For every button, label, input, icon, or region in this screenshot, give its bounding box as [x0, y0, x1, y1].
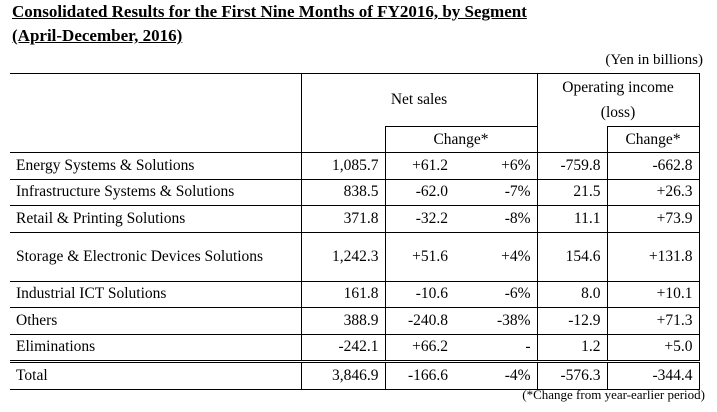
- segment-results-table: Net sales Operating income (loss) Change…: [10, 73, 700, 390]
- net-sales-cell: 388.9: [300, 307, 385, 334]
- op-income-cell: -12.9: [536, 307, 608, 334]
- net-sales-change-cell: -62.0: [384, 178, 454, 206]
- operating-income-header: Operating income (loss): [536, 73, 700, 127]
- op-income-cell: 11.1: [536, 205, 608, 232]
- table-row: Eliminations -242.1 +66.2-1.2 +5.0: [10, 333, 700, 362]
- net-sales-change-pct-cell: +4%: [454, 231, 538, 281]
- segment-header-cell: [10, 73, 301, 153]
- op-income-change-cell: +26.3: [606, 178, 700, 206]
- net-sales-cell: 1,085.7: [300, 152, 385, 179]
- op-income-change-cell: +73.9: [606, 205, 700, 232]
- net-sales-change-pct-cell: -7%: [454, 178, 538, 206]
- net-sales-change-pct-cell: -4%: [454, 360, 538, 390]
- op-income-change-cell: -344.4: [606, 360, 700, 390]
- net-sales-change-cell: +61.2: [384, 152, 454, 179]
- segment-name-cell: Storage & Electronic Devices Solutions: [10, 231, 301, 281]
- segment-name-cell: Industrial ICT Solutions: [10, 280, 301, 308]
- page-subtitle: (April-December, 2016): [12, 26, 183, 45]
- header-row: Net sales Operating income (loss): [10, 73, 700, 153]
- table-row: Others 388.9 -240.8 -38% -12.9 +71.3: [10, 307, 700, 334]
- net-sales-cell: 1,242.3: [300, 231, 385, 281]
- net-sales-cell: 161.8: [300, 280, 385, 308]
- net-sales-change-cell: -240.8: [384, 307, 454, 334]
- segment-name-cell: Energy Systems & Solutions: [10, 152, 301, 179]
- op-income-change-cell: +10.1: [606, 280, 700, 308]
- table-row: Infrastructure Systems & Solutions 838.5-…: [10, 178, 700, 206]
- op-income-change-header: Change*: [606, 126, 700, 153]
- segment-name-cell: Eliminations: [10, 333, 301, 362]
- net-sales-change-pct-cell: +6%: [454, 152, 538, 179]
- subheader-row: Change* Change*: [10, 126, 700, 153]
- table-row: Retail & Printing Solutions 371.8 -32.2 -8%…: [10, 205, 700, 232]
- net-sales-cell: 838.5: [300, 178, 385, 206]
- op-income-change-cell: -662.8: [606, 152, 700, 179]
- op-income-cell: 21.5: [536, 178, 608, 206]
- footnote: (*Change from year-earlier period): [522, 387, 705, 402]
- net-sales-change-cell: -32.2: [384, 205, 454, 232]
- op-income-cell: -576.3: [536, 360, 608, 390]
- net-sales-subheader-blank: [300, 126, 385, 153]
- net-sales-change-pct-cell: -6%: [454, 280, 538, 308]
- segment-name-cell: Retail & Printing Solutions: [10, 205, 301, 232]
- net-sales-change-header: Change*: [384, 126, 538, 153]
- table-row: Storage & Electronic Devices Solutions 1,…: [10, 231, 700, 281]
- segment-name-cell: Total: [10, 360, 301, 390]
- table-row: Industrial ICT Solutions 161.8 -10.6 -6% 8.0…: [10, 280, 700, 308]
- net-sales-cell: 371.8: [300, 205, 385, 232]
- op-income-change-cell: +71.3: [606, 307, 700, 334]
- table-row: Energy Systems & Solutions 1,085.7 +61.2 +6…: [10, 152, 700, 179]
- op-income-cell: 154.6: [536, 231, 608, 281]
- segment-name-cell: Others: [10, 307, 301, 334]
- op-income-change-cell: +5.0: [606, 333, 700, 362]
- net-sales-change-cell: +51.6: [384, 231, 454, 281]
- net-sales-change-cell: -10.6: [384, 280, 454, 308]
- net-sales-header: Net sales: [300, 73, 538, 127]
- op-income-cell: 1.2: [536, 333, 608, 362]
- net-sales-change-cell: +66.2: [384, 333, 454, 362]
- net-sales-change-pct-cell: -38%: [454, 307, 538, 334]
- op-income-subheader-blank: [536, 126, 608, 153]
- unit-note: (Yen in billions): [605, 52, 703, 68]
- op-income-change-cell: +131.8: [606, 231, 700, 281]
- segment-name-cell: Infrastructure Systems & Solutions: [10, 178, 301, 206]
- net-sales-change-pct-cell: -: [454, 333, 538, 362]
- net-sales-cell: 3,846.9: [300, 360, 385, 390]
- op-income-cell: -759.8: [536, 152, 608, 179]
- net-sales-cell: -242.1: [300, 333, 385, 362]
- page-title: Consolidated Results for the First Nine …: [12, 2, 527, 21]
- op-income-cell: 8.0: [536, 280, 608, 308]
- net-sales-change-pct-cell: -8%: [454, 205, 538, 232]
- total-row: Total 3,846.9 -166.6 -4% -576.3 -344.4: [10, 360, 700, 390]
- net-sales-change-cell: -166.6: [384, 360, 454, 390]
